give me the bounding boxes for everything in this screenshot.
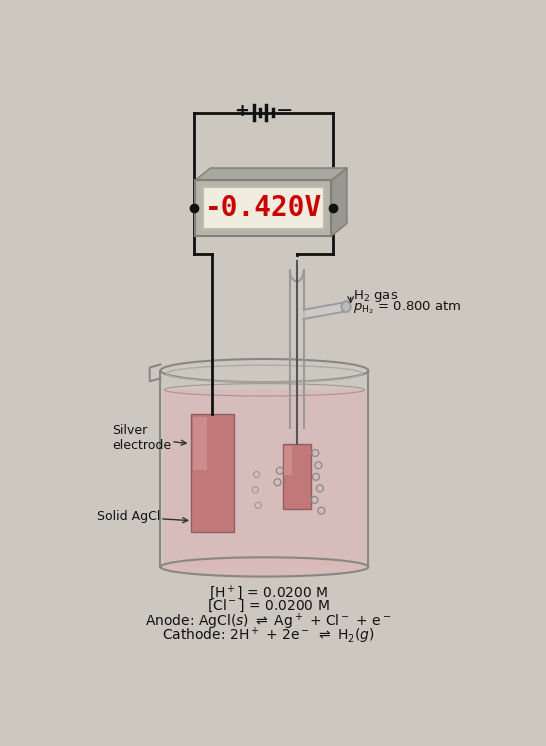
Bar bbox=[284, 446, 292, 475]
Text: H$_2$ gas: H$_2$ gas bbox=[353, 288, 398, 304]
Text: -0.420V: -0.420V bbox=[205, 194, 322, 222]
Text: $p_{\rm H_2}$ = 0.800 atm: $p_{\rm H_2}$ = 0.800 atm bbox=[353, 300, 461, 316]
Ellipse shape bbox=[164, 555, 365, 578]
Text: +: + bbox=[234, 102, 249, 120]
Text: [Cl$^-$] = 0.0200 M: [Cl$^-$] = 0.0200 M bbox=[207, 598, 330, 614]
Text: Anode: AgCl($s$) $\rightleftharpoons$ Ag$^+$ + Cl$^-$ + e$^-$: Anode: AgCl($s$) $\rightleftharpoons$ Ag… bbox=[145, 612, 391, 632]
Text: −: − bbox=[276, 101, 294, 121]
Text: Solid AgCl: Solid AgCl bbox=[97, 510, 188, 524]
Polygon shape bbox=[304, 302, 346, 319]
Text: Silver
electrode: Silver electrode bbox=[112, 424, 186, 452]
Bar bbox=[191, 415, 234, 532]
Bar bbox=[195, 181, 331, 236]
Text: [H$^+$] = 0.0200 M: [H$^+$] = 0.0200 M bbox=[209, 584, 328, 603]
Polygon shape bbox=[195, 168, 347, 181]
Polygon shape bbox=[164, 390, 365, 565]
Bar bbox=[203, 187, 324, 229]
Ellipse shape bbox=[341, 301, 351, 312]
Text: Cathode: 2H$^+$ + 2e$^-$ $\rightleftharpoons$ H$_2$($g$): Cathode: 2H$^+$ + 2e$^-$ $\rightleftharp… bbox=[162, 625, 375, 646]
Polygon shape bbox=[331, 168, 347, 236]
Bar bbox=[283, 444, 311, 510]
Bar bbox=[193, 417, 207, 470]
